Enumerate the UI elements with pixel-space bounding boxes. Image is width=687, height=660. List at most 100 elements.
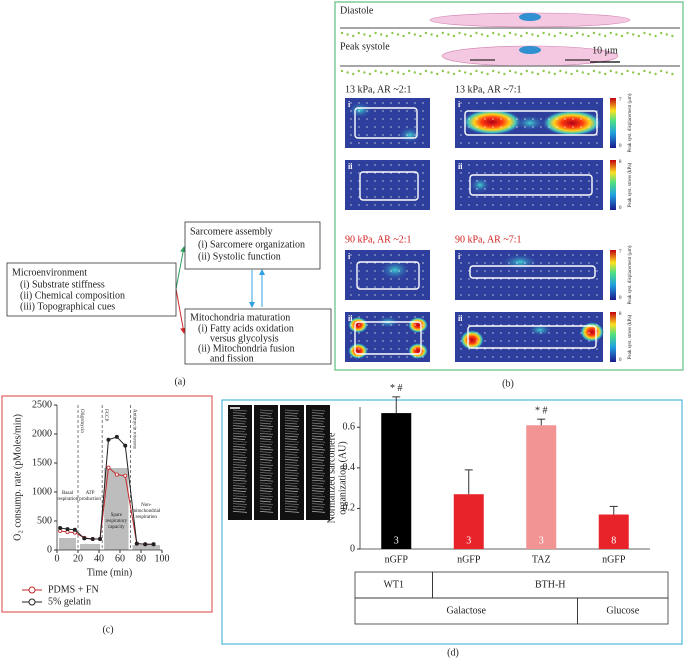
colorbar-min: 0 <box>619 358 622 363</box>
x-tick-label: 100 <box>155 553 170 564</box>
bead <box>424 69 428 73</box>
region-label: respiratory <box>105 519 127 524</box>
striation <box>259 511 274 513</box>
striation <box>284 485 298 487</box>
x-tick-label: nGFP <box>385 554 409 565</box>
bead <box>413 33 416 36</box>
frame <box>221 399 683 645</box>
striation <box>284 464 300 466</box>
bead <box>604 72 607 76</box>
hotspot <box>408 317 428 333</box>
condition: 90 kPa, AR ~2:1 <box>345 234 412 245</box>
striation <box>259 448 274 451</box>
bead <box>374 69 377 73</box>
x-tick-label: 40 <box>94 553 104 564</box>
striation <box>259 409 274 412</box>
striation <box>284 433 300 435</box>
striation <box>259 490 273 492</box>
striation <box>259 427 273 430</box>
bead <box>648 71 652 74</box>
bead <box>480 33 484 36</box>
point <box>82 536 87 541</box>
point <box>123 443 128 448</box>
bead <box>598 33 601 36</box>
hotspot <box>502 254 538 270</box>
nucleus <box>519 46 541 54</box>
box <box>184 308 332 365</box>
box-item: (ii) Chemical composition <box>20 290 125 301</box>
striation <box>232 487 248 490</box>
striation <box>259 479 274 482</box>
hotspot <box>580 322 604 342</box>
hotspot <box>398 127 422 143</box>
striation <box>259 412 273 414</box>
y-tick-label: 2000 <box>32 428 52 439</box>
bead <box>570 34 573 38</box>
striation <box>259 482 273 485</box>
row-label: ii <box>348 314 353 323</box>
bead <box>632 71 635 74</box>
bead <box>620 34 624 38</box>
region-label: mitochondrial <box>132 509 161 514</box>
x-tick-label: nGFP <box>602 554 626 565</box>
injection-label: Antimycin rotenone <box>131 409 136 450</box>
caption: (c) <box>102 624 113 635</box>
bead <box>391 31 394 35</box>
striation <box>284 477 298 479</box>
striation <box>232 440 248 443</box>
striation <box>311 505 325 508</box>
bead <box>385 72 388 76</box>
bead <box>469 72 472 76</box>
bead <box>503 34 506 38</box>
bead <box>559 31 562 35</box>
y-tick-label: 1500 <box>32 457 52 468</box>
bead <box>542 69 545 73</box>
box-title: Microenvironment <box>12 267 87 278</box>
hotspot <box>470 177 490 193</box>
striation <box>284 430 298 433</box>
striation <box>259 435 273 438</box>
bead <box>497 33 500 36</box>
box-item: and fission <box>210 353 254 364</box>
legend-label: 5% gelatin <box>48 596 91 607</box>
bar <box>453 494 484 549</box>
box-item: (ii) Mitochondria fusion <box>198 343 295 354</box>
striation <box>284 427 299 430</box>
striation <box>259 433 274 435</box>
bead <box>357 31 360 35</box>
bead <box>609 31 612 35</box>
striation <box>284 472 300 474</box>
bead <box>587 72 590 76</box>
cell-outline <box>469 265 596 279</box>
cell-outline <box>354 321 422 355</box>
striation <box>284 425 300 427</box>
striation <box>311 451 325 453</box>
striation <box>311 420 325 422</box>
striation <box>284 466 299 469</box>
x-axis-label: Time (min) <box>87 567 132 578</box>
cell-outline <box>354 107 418 139</box>
bead <box>564 33 568 36</box>
bar <box>526 425 557 549</box>
striation <box>311 427 325 430</box>
cell-outline <box>356 261 420 290</box>
striation <box>232 448 248 451</box>
bead <box>553 72 556 76</box>
striation <box>232 422 246 425</box>
bead <box>525 69 528 73</box>
region-label: respiration <box>57 497 79 502</box>
striation <box>311 498 325 500</box>
striation <box>259 438 272 440</box>
bead <box>346 71 349 74</box>
bead <box>346 33 349 36</box>
striation <box>311 430 324 433</box>
table-label: WT1 <box>383 579 404 590</box>
region-label: Non- <box>141 503 152 508</box>
state-label: Diastole <box>340 5 374 16</box>
point <box>106 465 111 470</box>
bead <box>492 31 495 35</box>
striation <box>311 417 326 420</box>
striation <box>232 430 246 433</box>
striation <box>259 461 272 464</box>
bead <box>525 31 528 35</box>
